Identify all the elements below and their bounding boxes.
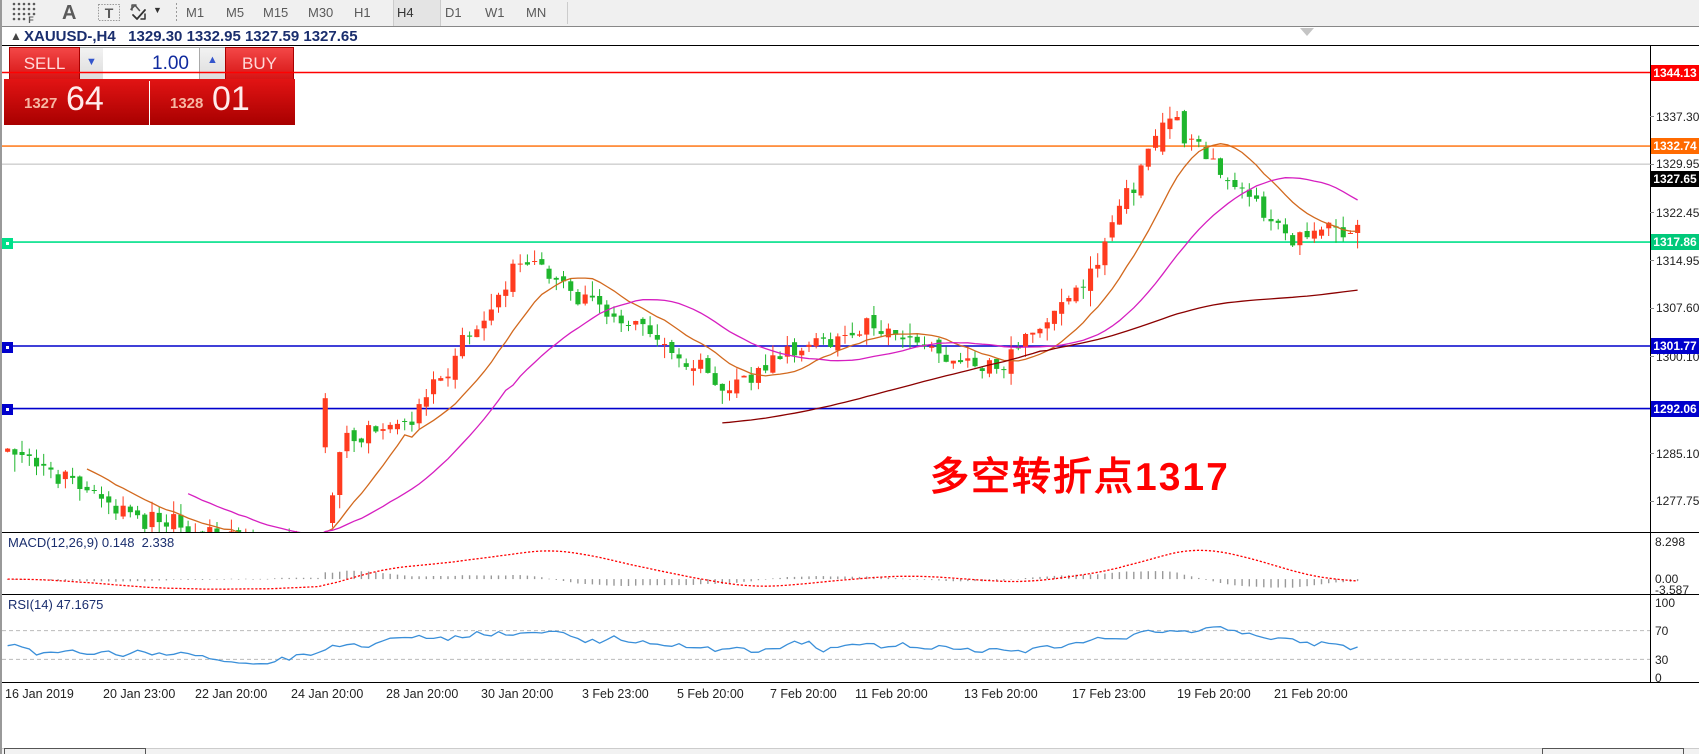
svg-text:F: F <box>28 15 34 24</box>
svg-text:T: T <box>105 5 114 21</box>
